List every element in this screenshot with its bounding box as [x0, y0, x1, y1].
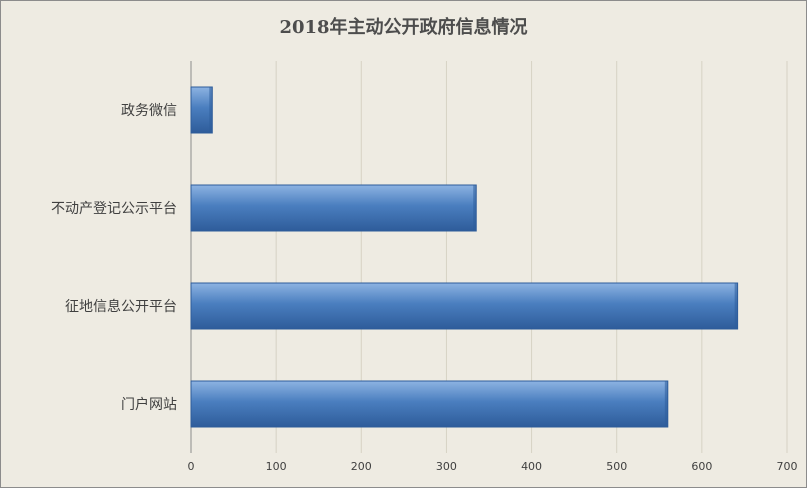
bar: [190, 86, 213, 134]
bar: [190, 282, 739, 330]
category-label: 政务微信: [121, 103, 177, 119]
bar-group: [190, 282, 739, 330]
bar-group: [190, 380, 669, 428]
bar: [190, 380, 669, 428]
category-label: 不动产登记公示平台: [51, 201, 177, 217]
bar-cap: [734, 283, 738, 329]
x-tick-label: 0: [188, 460, 195, 473]
chart-title: 2018年主动公开政府信息情况: [279, 17, 528, 38]
bar-group: [190, 86, 213, 134]
x-tick-label: 400: [521, 460, 542, 473]
x-tick-label: 100: [266, 460, 287, 473]
bar-cap: [473, 185, 477, 231]
x-tick-label: 600: [691, 460, 712, 473]
x-tick-label: 200: [351, 460, 372, 473]
bar-group: [190, 184, 477, 232]
bar-cap: [664, 381, 668, 427]
category-label: 征地信息公开平台: [65, 298, 177, 315]
x-tick-label: 300: [436, 460, 457, 473]
bar-cap: [209, 87, 213, 133]
x-tick-label: 700: [777, 460, 798, 473]
category-label: 门户网站: [121, 396, 177, 413]
x-tick-label: 500: [606, 460, 627, 473]
bar: [190, 184, 477, 232]
